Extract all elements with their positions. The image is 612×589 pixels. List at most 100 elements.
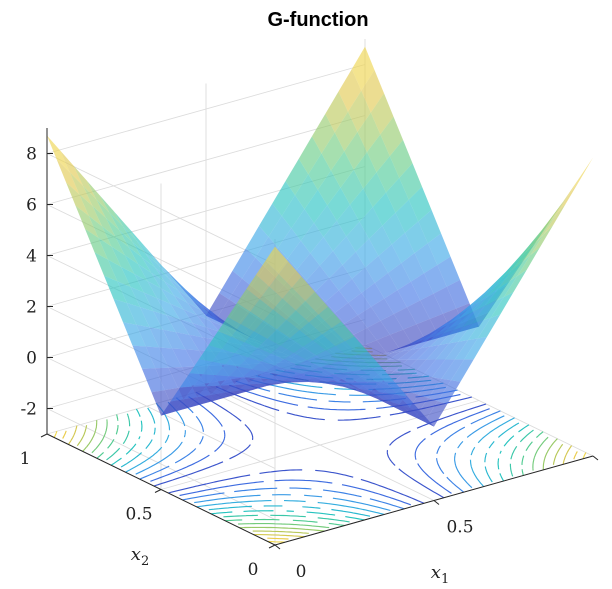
- surface-facet: [403, 359, 427, 375]
- surface-facet: [235, 342, 258, 358]
- surface-facet: [428, 378, 451, 402]
- y-tick-mark: [268, 544, 276, 549]
- surface-facet: [409, 375, 432, 395]
- surface-facet: [394, 359, 417, 373]
- surface-facet: [282, 287, 306, 311]
- surface-facet: [83, 185, 106, 218]
- surface-facet: [424, 401, 448, 427]
- surface-facet: [361, 70, 384, 113]
- surface-facet: [530, 224, 554, 256]
- surface-facet: [454, 338, 478, 360]
- surface-facet: [159, 347, 182, 368]
- surface-facet: [276, 319, 300, 338]
- surface-facet: [345, 336, 368, 355]
- surface-facet: [179, 319, 203, 338]
- surface-facet: [115, 236, 138, 264]
- surface-facet: [79, 194, 102, 227]
- surface-facet: [376, 334, 400, 353]
- surface-facet: [395, 199, 419, 233]
- surface-facet: [155, 367, 178, 391]
- surface-facet: [435, 341, 459, 360]
- surface-facet: [242, 369, 266, 379]
- surface-facet: [193, 374, 216, 387]
- surface-facet: [282, 376, 305, 382]
- surface-facet: [176, 332, 199, 351]
- surface-facet: [369, 353, 392, 360]
- surface-facet: [200, 309, 224, 327]
- surface-facet: [570, 157, 593, 193]
- y-tick-mark: [40, 433, 48, 438]
- surface-facet: [158, 265, 182, 289]
- surface-facet: [378, 244, 402, 273]
- surface-facet: [462, 306, 485, 328]
- surface-facet: [304, 189, 328, 223]
- x-tick-mark: [274, 544, 281, 550]
- y-tick-label: 1: [20, 449, 31, 469]
- surface-facet: [344, 131, 367, 170]
- surface-facet: [126, 225, 150, 253]
- surface-facet: [560, 171, 584, 206]
- surface-facet: [331, 151, 354, 188]
- surface-facet: [338, 69, 362, 112]
- surface-facet: [316, 350, 340, 365]
- surface-facet: [73, 165, 97, 200]
- surface-facet: [336, 204, 360, 237]
- surface-facet: [259, 203, 282, 237]
- surface-facet: [475, 288, 499, 311]
- surface-facet: [335, 341, 359, 358]
- surface-facet: [335, 302, 358, 324]
- surface-facet: [399, 163, 422, 200]
- x-tick-mark: [592, 455, 599, 461]
- surface-facet: [407, 300, 430, 325]
- surface-facet: [325, 91, 348, 133]
- surface-facet: [268, 215, 292, 248]
- surface-facet: [365, 255, 388, 283]
- surface-facet: [488, 270, 512, 295]
- surface-facet: [369, 390, 393, 403]
- surface-facet: [456, 301, 480, 321]
- surface-facet: [543, 202, 567, 235]
- surface-facet: [397, 348, 421, 360]
- surface-facet: [319, 251, 343, 278]
- surface-facet: [405, 394, 429, 418]
- surface-facet: [215, 299, 239, 325]
- surface-facet: [225, 353, 249, 367]
- surface-facet: [267, 329, 290, 346]
- surface-facet: [272, 181, 295, 216]
- surface-facet: [306, 265, 330, 292]
- surface-facet: [390, 329, 413, 349]
- surface-facet: [391, 232, 415, 264]
- surface-facet: [357, 306, 381, 328]
- z-tick-label: 6: [26, 196, 37, 216]
- surface-facet: [122, 226, 146, 254]
- surface-facet: [451, 359, 474, 382]
- y-tick-label: 0.5: [125, 505, 152, 525]
- surface-facet: [245, 225, 269, 258]
- surface-facet: [430, 330, 453, 347]
- surface-facet: [299, 322, 323, 341]
- surface-facet: [221, 336, 245, 354]
- surface-facet: [242, 257, 265, 287]
- surface-facet: [464, 336, 487, 360]
- surface-facet: [218, 317, 241, 337]
- surface-facet: [85, 228, 108, 260]
- surface-facet: [297, 360, 321, 371]
- surface-facet: [358, 351, 381, 369]
- surface-facet: [293, 346, 317, 361]
- surface-facet: [265, 365, 288, 375]
- surface-facet: [352, 267, 375, 293]
- contour-line: [139, 380, 501, 510]
- surface-facet: [344, 387, 368, 395]
- surface-facet: [166, 315, 190, 335]
- surface-facet: [96, 199, 119, 230]
- surface-facet: [352, 369, 376, 382]
- surface-facet: [310, 367, 334, 377]
- surface-facet: [416, 345, 440, 360]
- surface-facet: [263, 309, 287, 330]
- surface-facet: [384, 290, 407, 314]
- surface-facet: [278, 369, 302, 377]
- surface-facet: [333, 373, 357, 382]
- surface-facet: [317, 170, 341, 206]
- surface-facet: [155, 267, 178, 291]
